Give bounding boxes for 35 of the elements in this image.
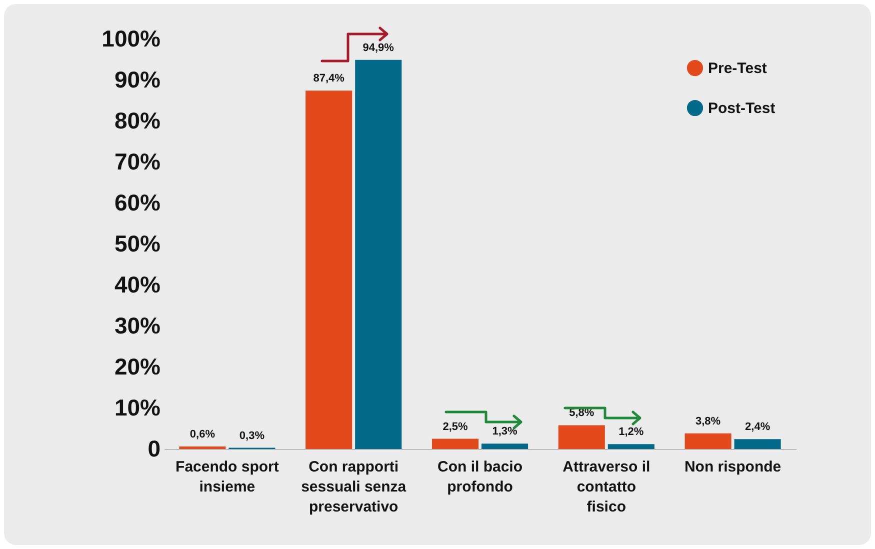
y-tick-label: 100%	[102, 26, 160, 52]
data-label: 87,4%	[313, 72, 345, 85]
bar	[481, 444, 528, 449]
y-tick-label: 20%	[114, 354, 160, 380]
y-tick-label: 60%	[114, 190, 160, 216]
x-tick-label: Attraverso il contatto fisico	[562, 458, 650, 516]
y-tick-label: 80%	[114, 108, 160, 134]
data-label: 2,5%	[442, 420, 468, 433]
bar	[432, 438, 479, 449]
data-label: 0,6%	[190, 428, 216, 441]
bar	[684, 433, 732, 449]
data-label: 1,2%	[618, 426, 644, 438]
x-tick-label: Non risponde	[684, 458, 782, 476]
data-label: 94,9%	[362, 42, 394, 54]
y-tick-label: 90%	[114, 66, 160, 92]
y-tick-label: 10%	[114, 394, 160, 420]
data-label: 3,8%	[696, 415, 721, 428]
legend-label: Pre-Test	[708, 60, 767, 77]
y-tick-label: 70%	[114, 148, 160, 174]
data-label: 2,4%	[745, 421, 770, 434]
y-tick-label: 50%	[114, 230, 160, 256]
x-tick-label: Con rapporti sessuali senza preservativo	[301, 458, 407, 516]
y-tick-label: 40%	[114, 272, 160, 298]
bar	[608, 444, 654, 449]
bar	[306, 90, 352, 449]
bar	[355, 60, 402, 449]
y-tick-label: 0	[148, 436, 160, 462]
x-tick-label: Facendo sport insieme	[176, 458, 279, 496]
data-label: 1,3%	[492, 426, 518, 438]
bar	[558, 425, 605, 449]
y-tick-label: 30%	[114, 312, 160, 338]
bar	[734, 439, 781, 449]
x-tick-label: Con il bacio profondo	[437, 458, 523, 496]
legend-label: Post-Test	[708, 100, 776, 117]
data-label: 0,3%	[239, 430, 265, 442]
